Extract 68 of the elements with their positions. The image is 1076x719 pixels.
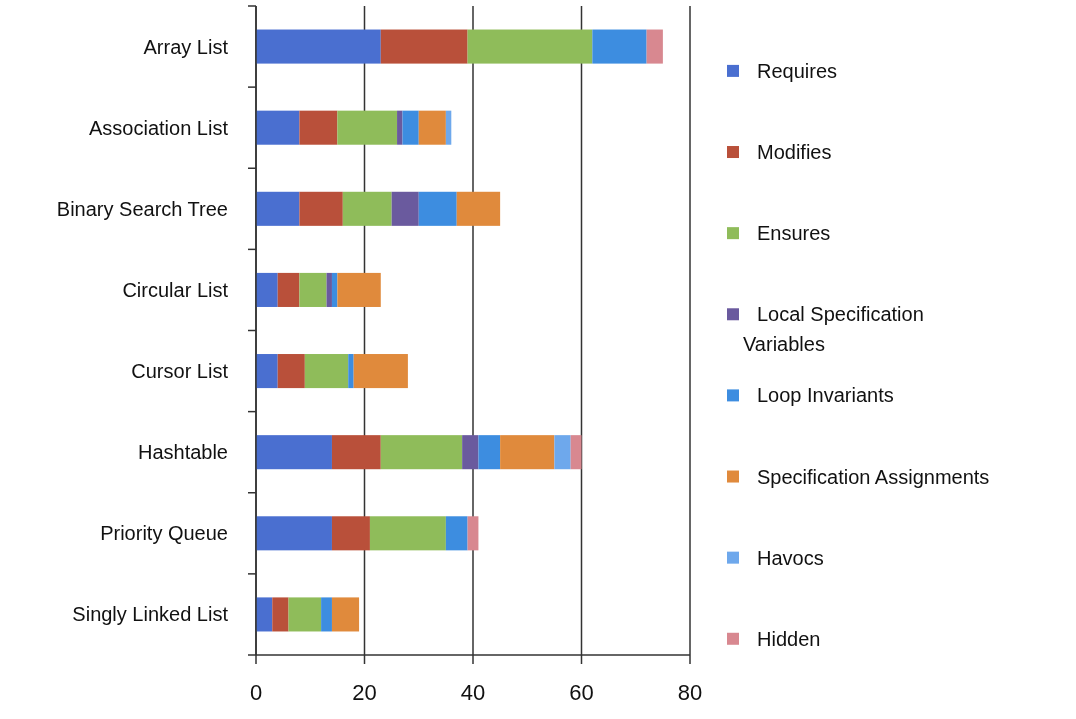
bar (462, 435, 479, 470)
bar (256, 597, 273, 632)
bar (353, 354, 408, 389)
y-tick-label: Priority Queue (100, 522, 228, 545)
y-tick-label: Binary Search Tree (56, 197, 228, 220)
legend-label: Local Specification Variables (743, 303, 924, 356)
bar (277, 354, 305, 389)
bar (304, 354, 349, 389)
bar (256, 29, 381, 64)
bar (348, 354, 354, 389)
bar (646, 29, 663, 64)
bar (321, 597, 332, 632)
bar (277, 272, 300, 307)
x-tick-label: 20 (352, 680, 377, 705)
y-tick-label: Association List (89, 116, 229, 139)
bar (380, 29, 468, 64)
y-tick-label: Circular List (122, 278, 229, 301)
legend-label: Havocs (757, 546, 824, 569)
bar (256, 516, 332, 551)
x-tick-label: 40 (460, 680, 486, 705)
bar (391, 191, 419, 226)
legend-label: Modifies (757, 141, 832, 164)
legend-label: Hidden (757, 627, 821, 650)
bar (337, 110, 398, 145)
bar (256, 272, 278, 307)
bar (256, 435, 332, 470)
bar (326, 272, 332, 307)
bar (331, 516, 370, 551)
bar (256, 110, 300, 145)
bar (272, 597, 289, 632)
y-tick-label: Hashtable (137, 441, 228, 464)
bar (418, 110, 446, 145)
x-tick-label: 0 (249, 680, 263, 705)
bar (467, 516, 479, 551)
bar (337, 272, 381, 307)
bar (500, 435, 555, 470)
bar (299, 272, 327, 307)
legend-label: Specification Assignments (757, 465, 990, 488)
bar (402, 110, 419, 145)
bar (380, 435, 463, 470)
y-tick-label: Singly Linked List (72, 603, 229, 626)
x-tick-label: 60 (569, 680, 594, 705)
bar (456, 191, 501, 226)
bar (299, 191, 343, 226)
bar (256, 191, 300, 226)
bar (445, 516, 468, 551)
x-tick-label: 80 (677, 680, 703, 705)
bar (331, 272, 338, 307)
bar (288, 597, 322, 632)
bar (570, 435, 582, 470)
bar (331, 435, 381, 470)
y-tick-label: Cursor List (131, 360, 229, 383)
bar (467, 29, 593, 64)
bar (445, 110, 452, 145)
legend-label: Requires (757, 59, 838, 82)
bar (554, 435, 571, 470)
bar (478, 435, 501, 470)
bar (418, 191, 457, 226)
bar (369, 516, 446, 551)
legend-label: Loop Invariants (757, 384, 894, 407)
bar (299, 110, 338, 145)
bar (331, 597, 360, 632)
bar (256, 354, 278, 389)
y-tick-label: Array List (143, 35, 229, 58)
bar (397, 110, 403, 145)
legend-label: Ensures (757, 222, 831, 245)
bar (592, 29, 647, 64)
bar (342, 191, 392, 226)
